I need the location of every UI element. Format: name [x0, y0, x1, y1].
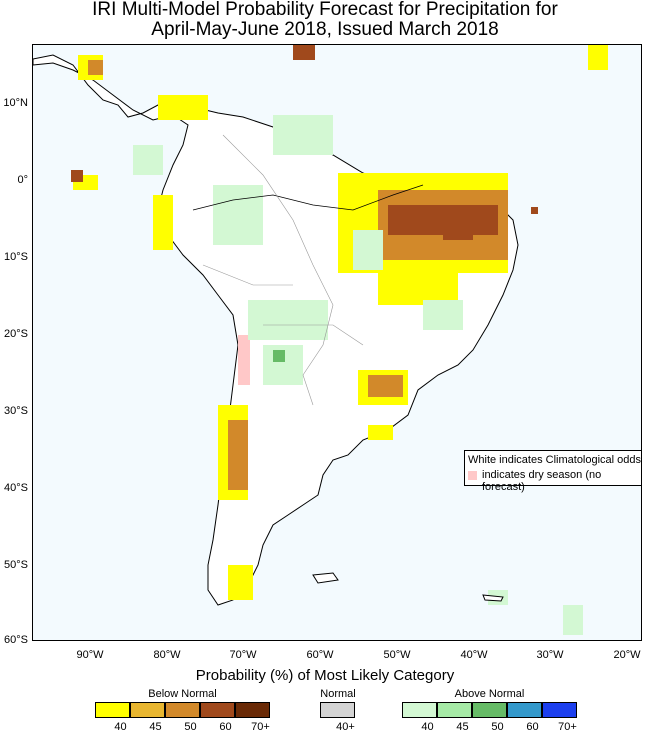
lon-label-90w: 90°W	[76, 649, 104, 661]
lon-label-50w: 50°W	[383, 649, 411, 661]
lon-label-70w: 70°W	[229, 649, 257, 661]
lat-label-30s: 30°S	[4, 405, 28, 417]
climatology-note: White indicates Climatological odds	[468, 454, 642, 466]
below-normal-tick-0: 40	[114, 721, 127, 733]
below-normal-tick-1: 45	[149, 721, 162, 733]
below-normal-swatch-2	[165, 702, 200, 718]
above-normal-swatch-1	[437, 702, 472, 718]
below-normal-tick-3: 60	[219, 721, 232, 733]
above-normal-swatch-3	[507, 702, 542, 718]
dry-season-swatch	[468, 471, 477, 480]
above-normal-label: Above Normal	[454, 688, 525, 700]
lon-label-40w: 40°W	[460, 649, 488, 661]
lon-label-80w: 80°W	[153, 649, 181, 661]
lat-label-20s: 20°S	[4, 328, 28, 340]
above-normal-swatch-0	[402, 702, 437, 718]
forecast-map: White indicates Climatological odds indi…	[32, 44, 642, 641]
lat-label-60s: 60°S	[4, 634, 28, 646]
legend-title: Probability (%) of Most Likely Category	[195, 667, 455, 684]
dry-season-area	[238, 335, 250, 385]
legend-note-box: White indicates Climatological odds indi…	[464, 450, 642, 493]
above-normal-swatch-2	[472, 702, 507, 718]
map-title-line2: April-May-June 2018, Issued March 2018	[151, 19, 499, 40]
below-normal-swatch-3	[200, 702, 235, 718]
amazon-river	[192, 184, 424, 211]
below-normal-tick-4: 70+	[251, 721, 270, 733]
below-normal-label: Below Normal	[148, 688, 217, 700]
above-normal-tick-1: 45	[456, 721, 469, 733]
below-normal-swatch-1	[130, 702, 165, 718]
above-normal-swatch-4	[542, 702, 577, 718]
above-normal-45-area	[273, 350, 285, 362]
south-georgia-island	[482, 594, 504, 602]
above-normal-areas	[133, 115, 583, 635]
above-normal-tick-2: 50	[491, 721, 504, 733]
above-normal-tick-3: 60	[526, 721, 539, 733]
lon-label-60w: 60°W	[306, 649, 334, 661]
below-normal-extreme-areas	[71, 45, 538, 240]
lat-label-0: 0°	[17, 174, 28, 186]
lat-label-10n: 10°N	[3, 97, 28, 109]
country-borders	[202, 134, 364, 406]
map-svg	[33, 45, 608, 635]
lat-label-50s: 50°S	[4, 559, 28, 571]
above-normal-tick-0: 40	[421, 721, 434, 733]
below-normal-swatch-0	[95, 702, 130, 718]
lon-label-20w: 20°W	[613, 649, 641, 661]
normal-label: Normal	[320, 688, 356, 700]
dry-season-note: indicates dry season (no forecast)	[482, 469, 602, 493]
above-normal-tick-4: 70+	[558, 721, 577, 733]
normal-tick-0: 40+	[336, 721, 355, 733]
lat-label-40s: 40°S	[4, 482, 28, 494]
lat-label-10s: 10°S	[4, 251, 28, 263]
falkland-islands	[312, 572, 339, 584]
normal-swatch-0	[320, 702, 355, 718]
below-normal-tick-2: 50	[184, 721, 197, 733]
map-title-line1: IRI Multi-Model Probability Forecast for…	[92, 0, 558, 20]
lon-label-30w: 30°W	[536, 649, 564, 661]
below-normal-swatch-4	[235, 702, 270, 718]
